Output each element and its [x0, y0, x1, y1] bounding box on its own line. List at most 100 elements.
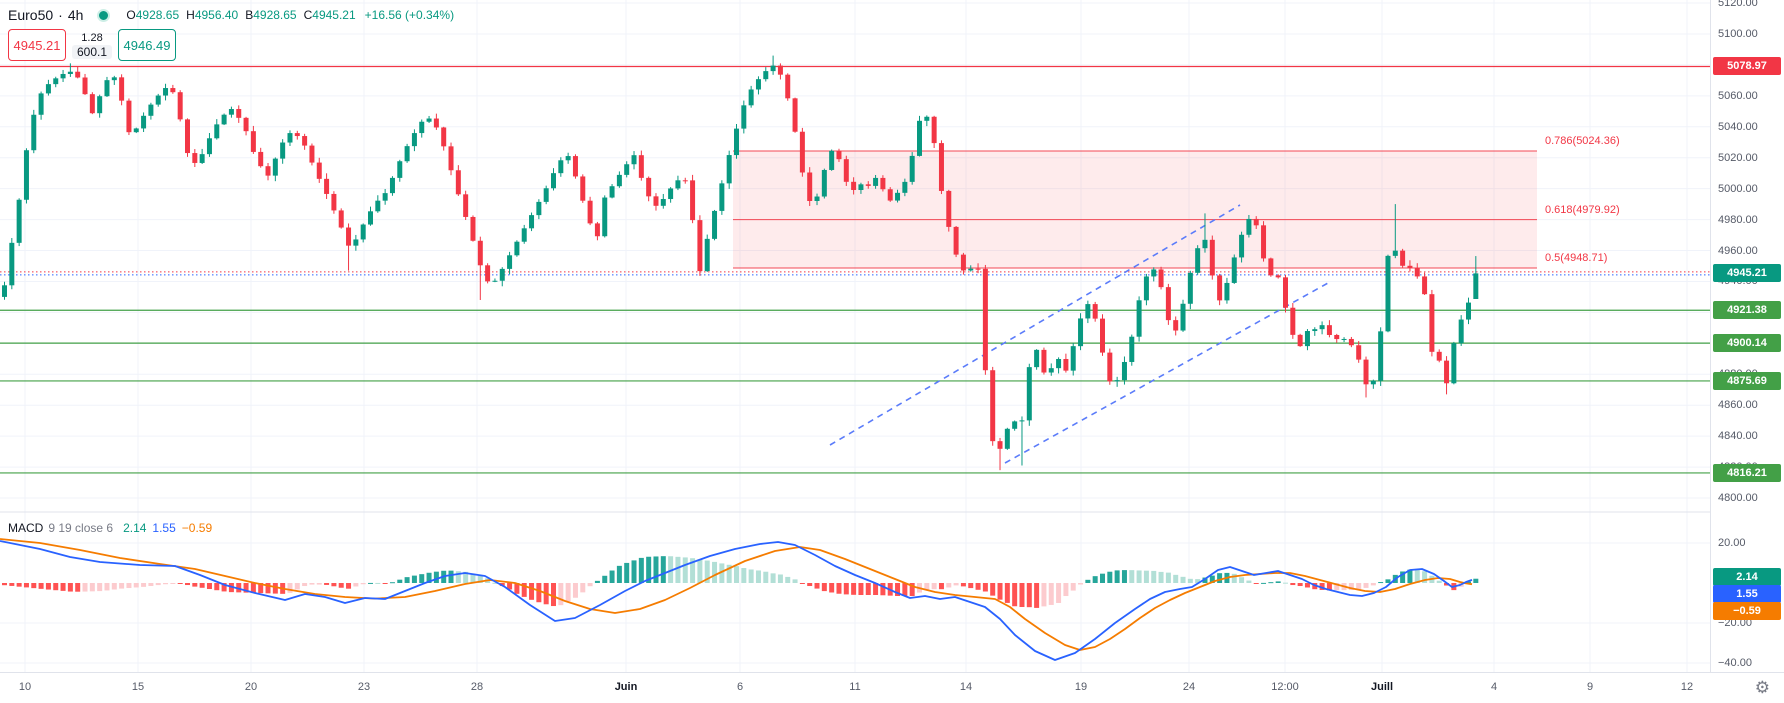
macd-histogram-bar — [792, 579, 798, 583]
macd-histogram-bar — [1056, 583, 1062, 603]
macd-histogram-bar — [1290, 583, 1296, 586]
macd-histogram-bar — [1246, 580, 1252, 583]
candle — [499, 268, 505, 281]
candle — [331, 193, 337, 211]
macd-histogram-bar — [1092, 576, 1098, 583]
macd-histogram-bar — [1370, 583, 1376, 586]
candle — [104, 80, 110, 97]
price-axis[interactable]: 5120.00 5100.00 5060.00 5040.00 5020.00 5000.… — [1710, 0, 1784, 672]
candle — [309, 145, 315, 163]
macd-histogram-bar — [368, 582, 373, 584]
candle — [67, 71, 73, 74]
candle — [163, 88, 169, 96]
sell-bid-button[interactable]: 4945.21 — [8, 29, 66, 61]
candle — [1143, 276, 1149, 301]
fib-retracement-zone[interactable] — [733, 150, 1537, 268]
candle — [1326, 325, 1332, 335]
candle — [587, 200, 593, 224]
candle — [1085, 304, 1091, 319]
macd-histogram-bar — [1407, 569, 1413, 583]
macd-histogram-bar — [492, 582, 498, 584]
macd-histogram-bar — [587, 583, 593, 587]
change-value: +16.56 (+0.34%) — [364, 8, 455, 22]
candle — [1209, 239, 1215, 276]
buy-ask-button[interactable]: 4946.49 — [118, 29, 176, 61]
interval-selector[interactable]: 4h — [67, 7, 84, 23]
trend-channel-line[interactable] — [1004, 282, 1329, 464]
support-price-label: 4875.69 — [1713, 371, 1781, 390]
macd-histogram-bar — [1275, 581, 1281, 583]
trend-channel-line[interactable] — [829, 204, 1241, 446]
macd-histogram-bar — [1217, 573, 1223, 583]
candle — [836, 150, 842, 160]
support-price-label: 4921.38 — [1713, 301, 1781, 320]
macd-histogram-bar — [734, 566, 739, 583]
candle — [734, 128, 739, 156]
macd-histogram-bar — [353, 583, 359, 587]
candle — [170, 88, 176, 93]
macd-histogram-bar — [1283, 582, 1288, 584]
candle — [814, 196, 820, 201]
candle — [902, 181, 908, 193]
macd-histogram-bar — [426, 572, 432, 583]
macd-histogram-bar — [690, 558, 696, 583]
macd-histogram-bar — [821, 583, 827, 592]
macd-histogram-bar — [1004, 583, 1010, 603]
macd-histogram-bar — [1180, 576, 1186, 583]
macd-histogram-bar — [1209, 575, 1215, 583]
time-axis[interactable]: ⚙ 10 15 20 23 28 Juin 6 11 14 19 24 12:00 Juill 4 9 12 — [0, 672, 1784, 703]
spread-column: 1.28 600.1 — [66, 29, 118, 61]
candle — [602, 197, 608, 237]
macd-histogram-bar — [53, 583, 59, 591]
candle — [873, 177, 879, 186]
price-tick-label: 4860.00 — [1718, 399, 1758, 412]
macd-indicator-header[interactable]: MACD 9 19 close 6 2.14 1.55 −0.59 — [8, 521, 212, 535]
candle — [23, 150, 29, 200]
settings-gear-icon[interactable]: ⚙ — [1754, 678, 1770, 697]
symbol-name[interactable]: Euro50 — [8, 7, 54, 23]
macd-histogram-bar — [265, 583, 271, 594]
candle — [770, 65, 776, 72]
macd-histogram-bar — [836, 583, 842, 594]
macd-histogram-bar — [1414, 569, 1420, 583]
time-label: 14 — [959, 681, 973, 693]
candle — [1363, 359, 1369, 385]
ohlc-pair: C4945.21 — [303, 8, 356, 22]
macd-histogram-bar — [89, 583, 95, 592]
candle — [572, 156, 578, 177]
time-label: 24 — [1182, 681, 1196, 693]
macd-histogram-bar — [250, 583, 256, 593]
macd-histogram-bar — [946, 583, 952, 588]
candle — [807, 172, 813, 201]
candle — [433, 118, 439, 128]
macd-histogram-bar — [785, 576, 791, 583]
price-chart-canvas[interactable] — [0, 0, 1710, 672]
candle — [192, 153, 198, 163]
macd-histogram-bar — [975, 583, 981, 590]
price-tick-label: 5040.00 — [1718, 120, 1758, 133]
candle — [199, 154, 205, 163]
macd-histogram-bar — [1326, 583, 1332, 591]
macd-histogram-bar — [411, 575, 417, 583]
candle — [719, 183, 725, 211]
macd-histogram-bar — [653, 556, 659, 583]
macd-histogram-bar — [1239, 577, 1245, 583]
symbol-header: Euro50 · 4h O4928.65 H4956.40 B4928.65 C494… — [8, 4, 454, 26]
macd-histogram-bar — [763, 571, 769, 583]
macd-histogram-bar — [1085, 579, 1091, 583]
macd-histogram-bar — [1151, 570, 1157, 583]
candle — [1056, 358, 1062, 369]
candle — [660, 199, 666, 206]
time-label: 19 — [1074, 681, 1088, 693]
macd-histogram-bar — [777, 574, 783, 583]
candle — [704, 238, 710, 272]
macd-histogram-bar — [675, 556, 681, 583]
candle — [514, 241, 520, 256]
candle — [1348, 338, 1354, 346]
macd-histogram-bar — [1422, 571, 1428, 583]
macd-histogram-bar — [1444, 583, 1450, 586]
macd-histogram-bar — [990, 583, 996, 596]
macd-histogram-bar — [924, 583, 930, 590]
candle — [75, 71, 81, 78]
macd-histogram-bar — [360, 583, 366, 585]
